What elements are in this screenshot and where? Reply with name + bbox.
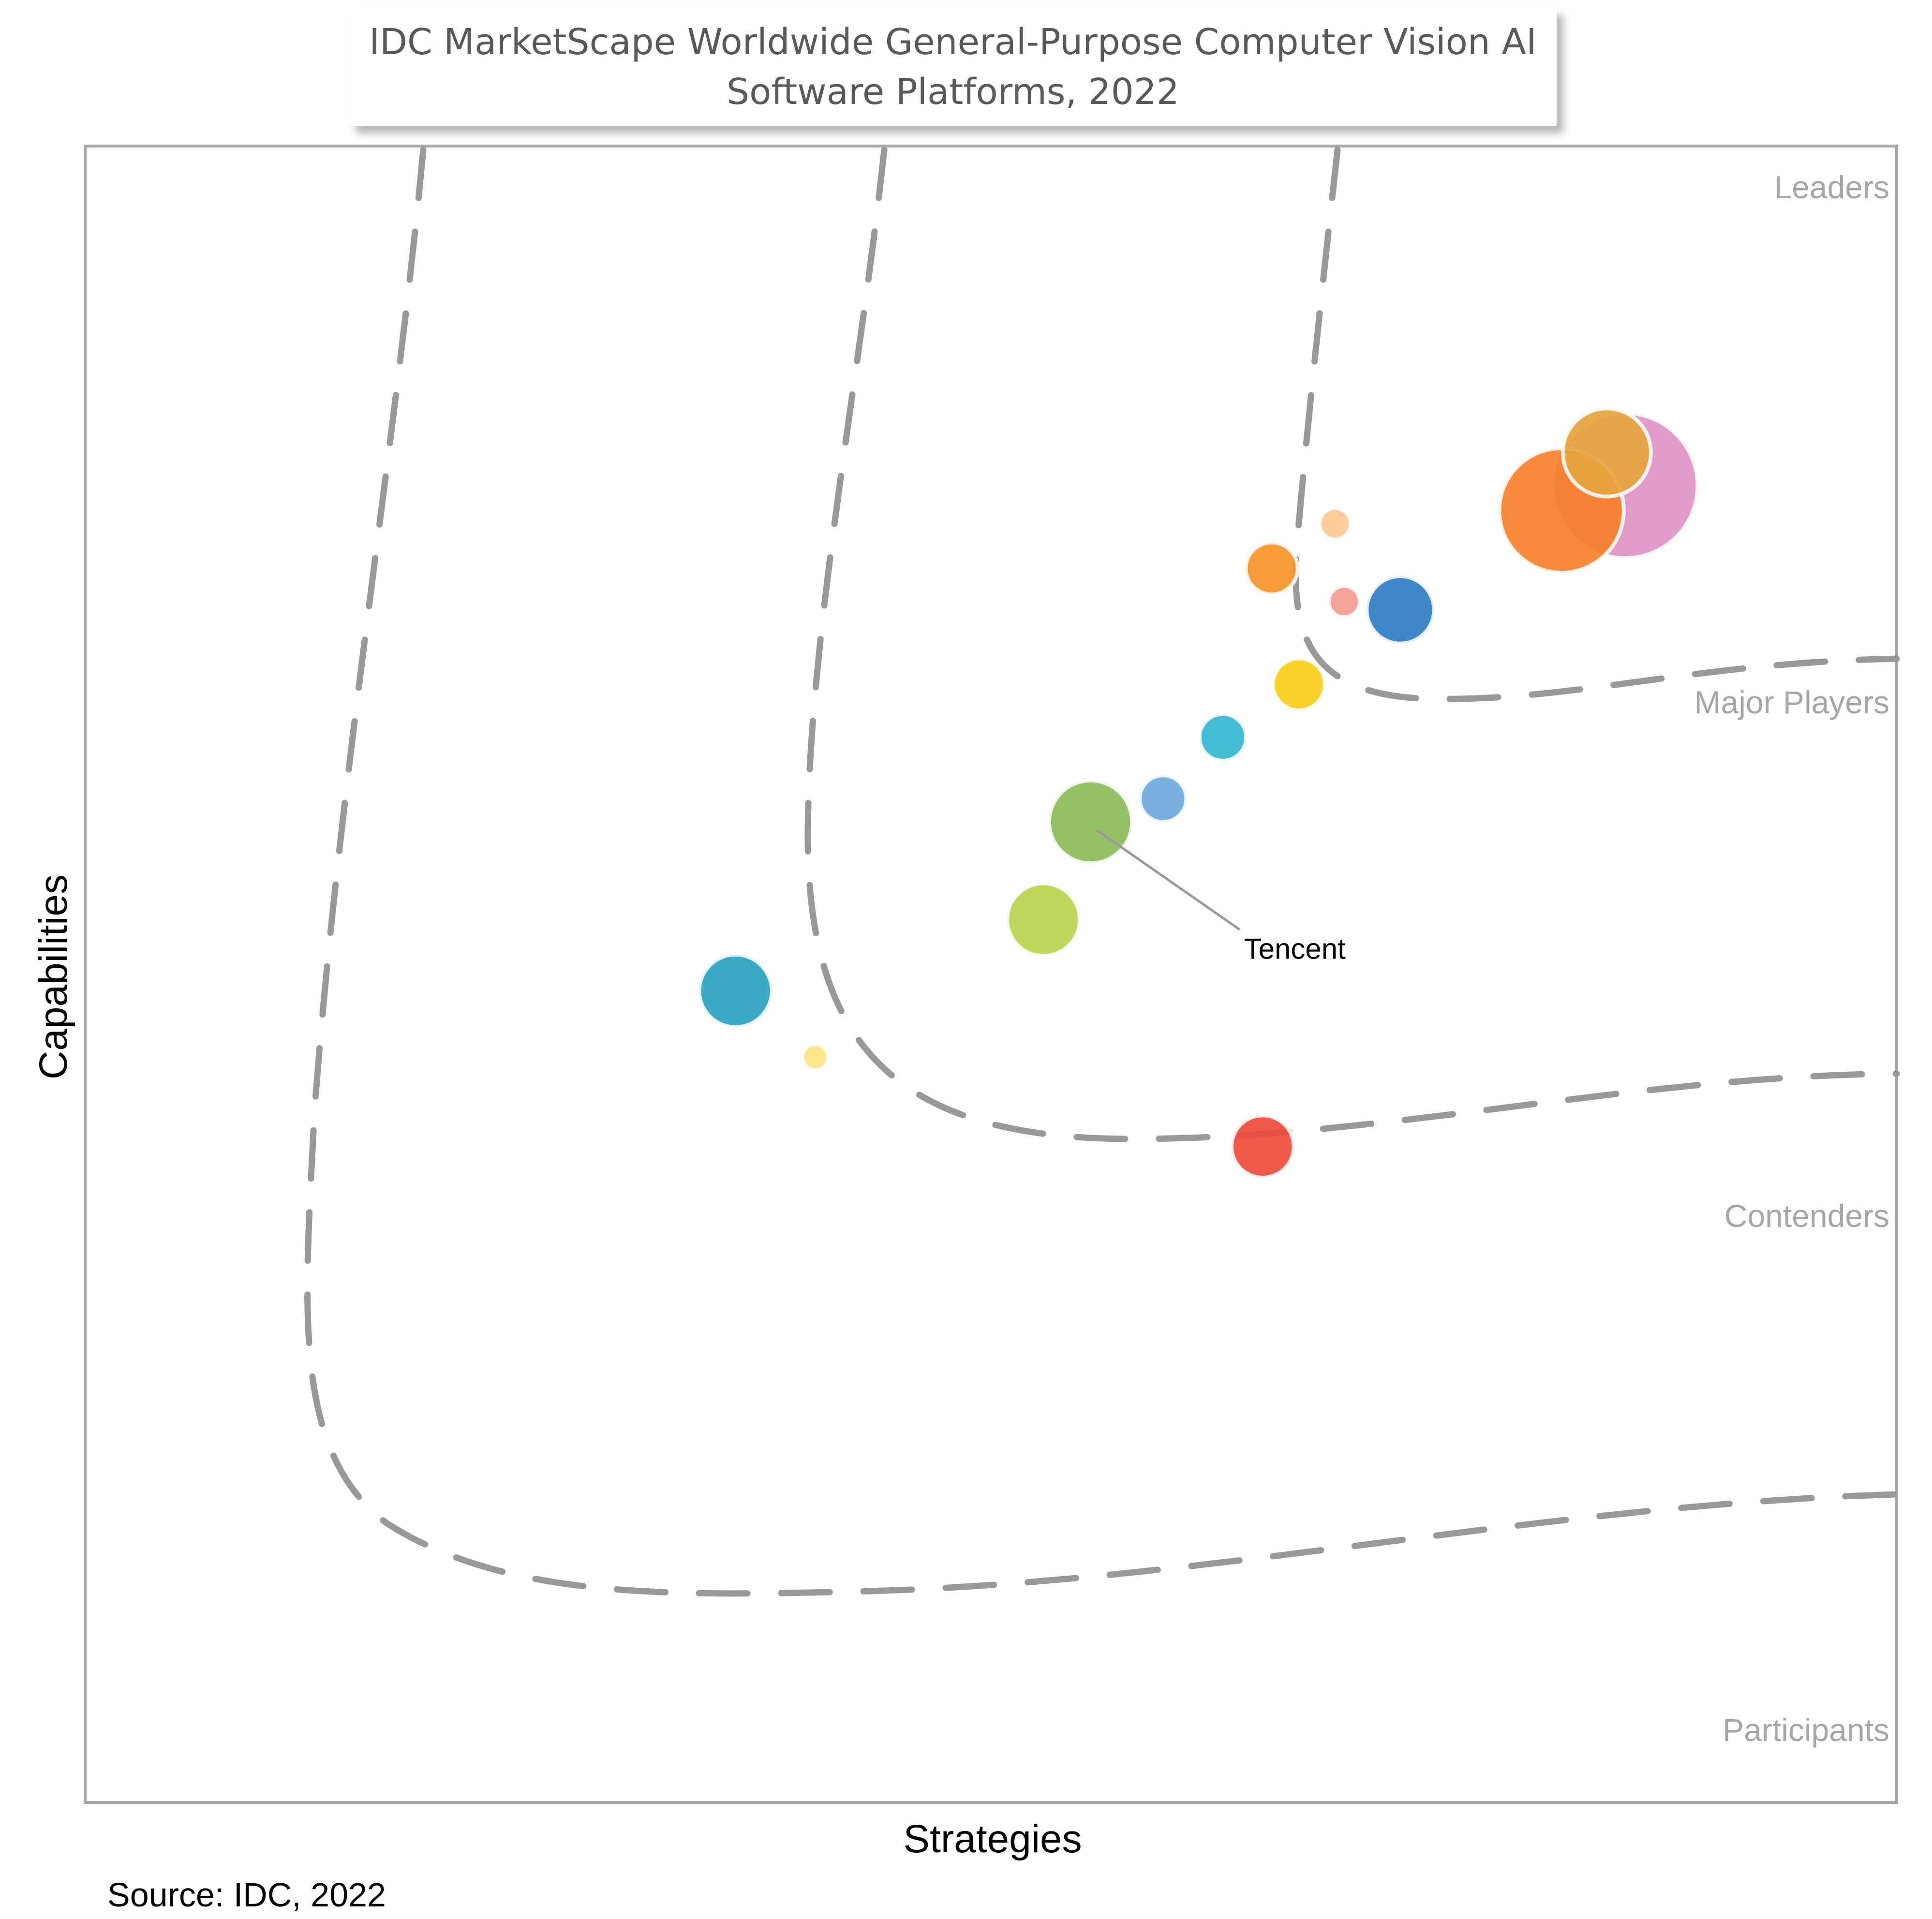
region-labels: Leaders Major Players Contenders Partici…	[1694, 169, 1889, 1748]
vendor-bubble-5	[1244, 540, 1300, 597]
chart-title-line-2: Software Platforms, 2022	[727, 71, 1179, 113]
callouts: Tencent	[1096, 829, 1346, 965]
vendor-bubble-6	[1326, 584, 1362, 620]
y-axis-label: Capabilities	[31, 874, 75, 1079]
region-label-leaders: Leaders	[1774, 169, 1889, 205]
vendor-bubble-12	[1005, 881, 1082, 958]
vendor-bubble-14	[800, 1042, 830, 1072]
region-label-participants: Participants	[1723, 1712, 1889, 1748]
vendor-bubble-15	[1230, 1113, 1296, 1180]
vendor-bubble-tencent	[1047, 778, 1134, 866]
segment-boundaries	[304, 147, 1900, 1597]
plot-frame	[84, 145, 1898, 1804]
callout-label-tencent: Tencent	[1244, 932, 1346, 965]
region-label-contenders: Contenders	[1724, 1198, 1889, 1234]
boundary-leaders	[1293, 147, 1900, 702]
x-axis-label: Strategies	[903, 1817, 1082, 1861]
vendor-bubble-10	[1138, 773, 1189, 824]
vendor-bubble-8	[1271, 656, 1327, 712]
chart-title-line-1: IDC MarketScape Worldwide General-Purpos…	[369, 21, 1537, 63]
vendor-bubble-7	[1365, 574, 1436, 646]
boundary-major-players	[804, 147, 1900, 1142]
source-note: Source: IDC, 2022	[107, 1876, 386, 1914]
vendor-bubble-9	[1197, 712, 1248, 763]
chart-title-box	[349, 7, 1557, 126]
vendor-bubble-13	[697, 952, 774, 1029]
region-label-major-players: Major Players	[1694, 684, 1889, 720]
callout-line-tencent	[1096, 829, 1241, 931]
chart-title: IDC MarketScape Worldwide General-Purpos…	[349, 7, 1557, 126]
vendor-bubbles	[697, 406, 1700, 1180]
vendor-bubble-3	[1560, 406, 1653, 499]
boundary-contenders	[304, 147, 1900, 1597]
vendor-bubble-4	[1317, 506, 1353, 542]
